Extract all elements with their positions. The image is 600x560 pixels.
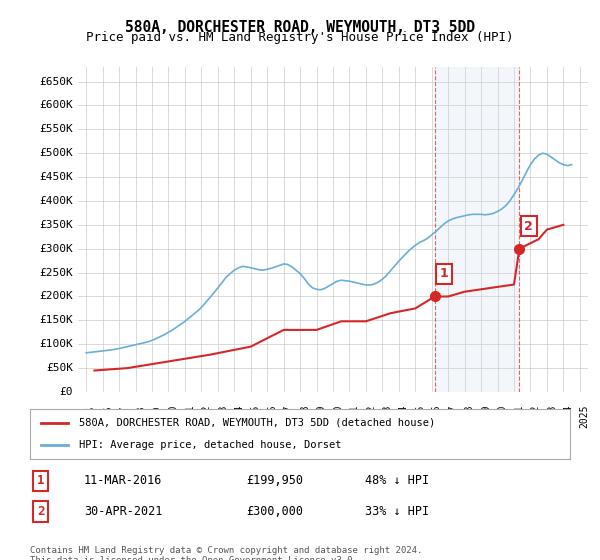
- Text: 2018: 2018: [464, 405, 475, 428]
- Text: Contains HM Land Registry data © Crown copyright and database right 2024.
This d: Contains HM Land Registry data © Crown c…: [30, 546, 422, 560]
- Text: £450K: £450K: [39, 172, 73, 182]
- Text: 2001: 2001: [185, 405, 195, 428]
- Text: 2025: 2025: [580, 405, 590, 428]
- Text: 2011: 2011: [349, 405, 359, 428]
- Text: 1999: 1999: [152, 405, 162, 428]
- Text: 2: 2: [524, 220, 533, 232]
- Text: 2014: 2014: [399, 405, 409, 428]
- Text: £600K: £600K: [39, 100, 73, 110]
- Text: 1996: 1996: [103, 405, 113, 428]
- Text: 33% ↓ HPI: 33% ↓ HPI: [365, 505, 429, 518]
- Text: 2024: 2024: [563, 405, 574, 428]
- Text: 2023: 2023: [547, 405, 557, 428]
- Text: £0: £0: [59, 387, 73, 397]
- Text: £100K: £100K: [39, 339, 73, 349]
- Text: 2015: 2015: [415, 405, 425, 428]
- Text: £50K: £50K: [46, 363, 73, 373]
- Text: 2003: 2003: [218, 405, 228, 428]
- Text: 580A, DORCHESTER ROAD, WEYMOUTH, DT3 5DD: 580A, DORCHESTER ROAD, WEYMOUTH, DT3 5DD: [125, 20, 475, 35]
- Text: £350K: £350K: [39, 220, 73, 230]
- Text: 48% ↓ HPI: 48% ↓ HPI: [365, 474, 429, 487]
- Text: 2022: 2022: [530, 405, 541, 428]
- Text: 2017: 2017: [448, 405, 458, 428]
- Text: 2008: 2008: [300, 405, 310, 428]
- Text: £250K: £250K: [39, 268, 73, 278]
- Text: 2000: 2000: [169, 405, 178, 428]
- Text: 2009: 2009: [317, 405, 326, 428]
- Text: 2016: 2016: [432, 405, 442, 428]
- Text: 2005: 2005: [251, 405, 261, 428]
- Text: 580A, DORCHESTER ROAD, WEYMOUTH, DT3 5DD (detached house): 580A, DORCHESTER ROAD, WEYMOUTH, DT3 5DD…: [79, 418, 435, 428]
- Text: 2006: 2006: [267, 405, 277, 428]
- Text: 1998: 1998: [136, 405, 146, 428]
- Text: £400K: £400K: [39, 196, 73, 206]
- Text: 2021: 2021: [514, 405, 524, 428]
- Bar: [435, 67, 520, 392]
- Text: 30-APR-2021: 30-APR-2021: [84, 505, 163, 518]
- Text: 2002: 2002: [202, 405, 211, 428]
- Text: 11-MAR-2016: 11-MAR-2016: [84, 474, 163, 487]
- Text: £199,950: £199,950: [246, 474, 303, 487]
- Text: 2019: 2019: [481, 405, 491, 428]
- Text: 2012: 2012: [366, 405, 376, 428]
- Text: 2: 2: [37, 505, 44, 518]
- Text: 2007: 2007: [284, 405, 293, 428]
- Text: £150K: £150K: [39, 315, 73, 325]
- Text: £500K: £500K: [39, 148, 73, 158]
- Text: 2010: 2010: [333, 405, 343, 428]
- Text: £300,000: £300,000: [246, 505, 303, 518]
- Text: 1: 1: [37, 474, 44, 487]
- Text: £200K: £200K: [39, 291, 73, 301]
- Text: Price paid vs. HM Land Registry's House Price Index (HPI): Price paid vs. HM Land Registry's House …: [86, 31, 514, 44]
- Text: HPI: Average price, detached house, Dorset: HPI: Average price, detached house, Dors…: [79, 440, 341, 450]
- Text: 1995: 1995: [86, 405, 96, 428]
- Text: 2004: 2004: [234, 405, 244, 428]
- Text: 2020: 2020: [497, 405, 508, 428]
- Text: £650K: £650K: [39, 77, 73, 87]
- Bar: [433, 67, 436, 392]
- Text: 1997: 1997: [119, 405, 129, 428]
- Text: £550K: £550K: [39, 124, 73, 134]
- Text: 1: 1: [440, 267, 449, 281]
- Text: 2013: 2013: [382, 405, 392, 428]
- Text: £300K: £300K: [39, 244, 73, 254]
